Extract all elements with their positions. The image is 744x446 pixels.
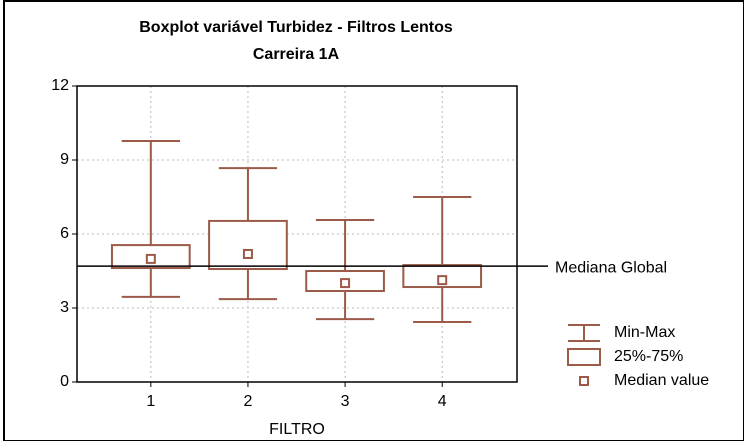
x-axis-label: FILTRO [269, 421, 325, 438]
median-marker [340, 278, 351, 289]
x-tick-label: 3 [341, 393, 350, 410]
legend-icon [579, 376, 589, 386]
median-marker [242, 248, 253, 259]
y-tick-label: 9 [60, 151, 69, 168]
reference-label: Mediana Global [555, 259, 667, 276]
chart-subtitle: Carreira 1A [253, 46, 340, 63]
legend-icon [567, 348, 601, 366]
x-tick-label: 2 [243, 393, 252, 410]
y-tick-label: 6 [60, 225, 69, 242]
y-tick-label: 12 [51, 77, 69, 94]
y-tick-label: 3 [60, 299, 69, 316]
chart-title: Boxplot variável Turbidez - Filtros Lent… [139, 19, 453, 36]
box [208, 219, 288, 271]
legend-label: Median value [614, 372, 709, 389]
plot-area [76, 85, 518, 383]
median-marker [145, 253, 156, 264]
x-tick-label: 1 [146, 393, 155, 410]
legend-label: Min-Max [614, 324, 675, 341]
median-marker [437, 275, 448, 286]
y-tick-label: 0 [60, 373, 69, 390]
legend-label: 25%-75% [614, 348, 683, 365]
x-tick-label: 4 [438, 393, 447, 410]
